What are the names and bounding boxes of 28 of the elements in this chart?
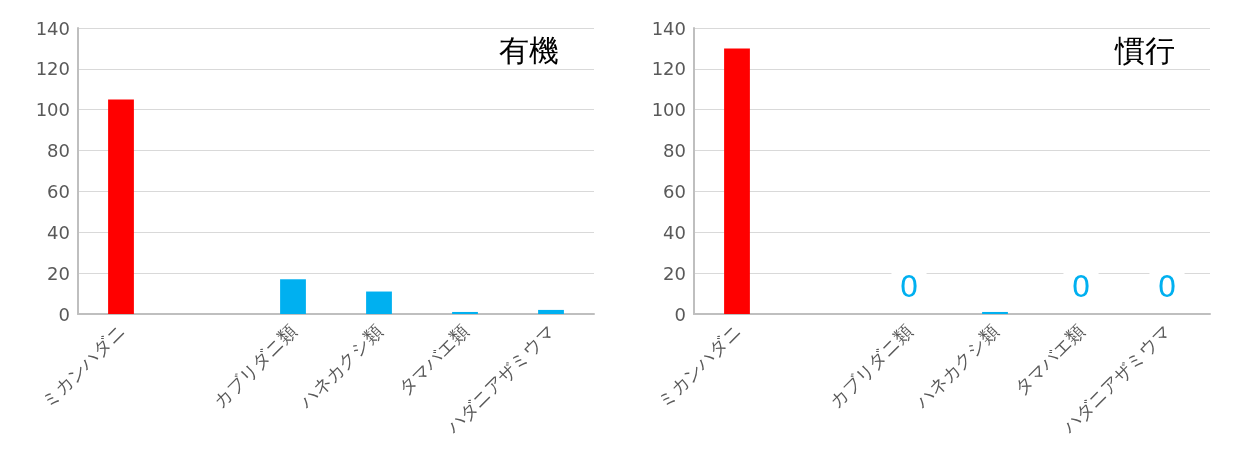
y-tick-label: 100 (651, 99, 686, 121)
y-tick-label: 20 (47, 262, 70, 284)
y-tick-label: 60 (47, 180, 70, 202)
y-tick-label: 80 (47, 140, 70, 162)
bar (108, 99, 134, 314)
chart-title: 有機 (499, 32, 559, 68)
bar (538, 309, 564, 314)
y-tick-label: 80 (663, 140, 686, 162)
y-tick-label: 60 (663, 180, 686, 202)
bar (280, 279, 306, 314)
chart-title: 慣行 (1114, 32, 1175, 68)
y-tick-label: 40 (47, 221, 70, 243)
bar (452, 311, 478, 314)
x-tick-label: カブリダニ類 (825, 320, 917, 412)
y-tick-label: 120 (35, 58, 70, 80)
y-tick-label: 20 (663, 262, 686, 284)
x-tick-label: タマバエ類 (393, 320, 473, 400)
bar (366, 291, 392, 314)
data-label: 0 (899, 268, 919, 304)
y-tick-label: 100 (35, 99, 70, 121)
x-tick-label: カブリダニ類 (209, 320, 301, 412)
data-label: 0 (1071, 268, 1091, 304)
y-tick-label: 140 (35, 17, 70, 39)
y-tick-label: 120 (651, 58, 686, 80)
data-label: 0 (1157, 268, 1177, 304)
y-tick-label: 40 (663, 221, 686, 243)
x-tick-label: タマバエ類 (1009, 320, 1089, 400)
y-tick-label: 140 (651, 17, 686, 39)
